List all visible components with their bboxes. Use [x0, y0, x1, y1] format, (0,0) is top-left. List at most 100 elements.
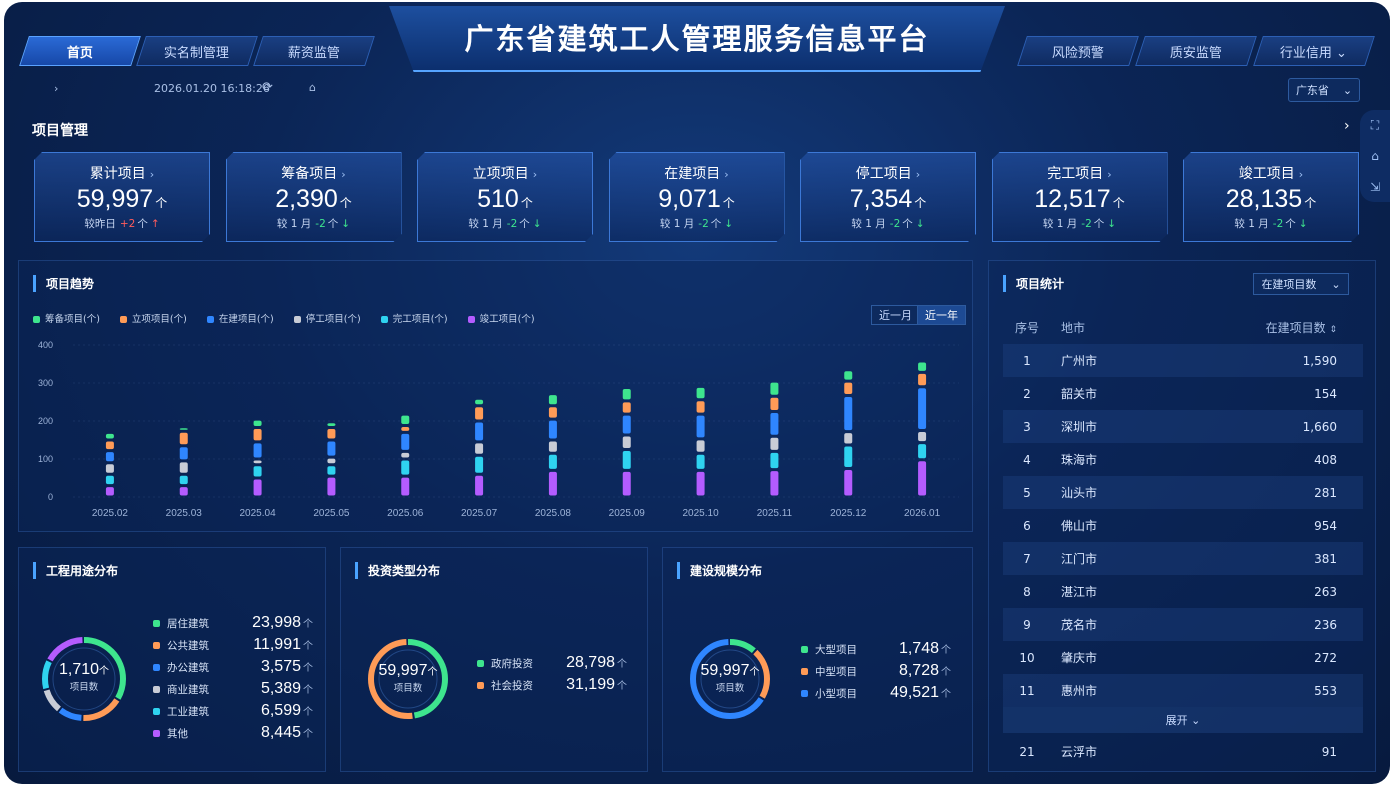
- bar-segment[interactable]: [327, 458, 336, 464]
- range-month-button[interactable]: 近一月: [871, 305, 920, 325]
- bar-segment[interactable]: [253, 443, 262, 458]
- bar-segment[interactable]: [548, 420, 557, 439]
- table-row[interactable]: 9 茂名市 236: [1003, 608, 1363, 641]
- stat-card[interactable]: 完工项目 › 12,517 个较 1 月 -2 个 ↓: [992, 152, 1168, 242]
- table-row[interactable]: 5 汕头市 281: [1003, 476, 1363, 509]
- bar-segment[interactable]: [844, 371, 853, 380]
- bar-segment[interactable]: [770, 437, 779, 450]
- bar-segment[interactable]: [548, 454, 557, 469]
- bar-segment[interactable]: [105, 452, 114, 462]
- bar-segment[interactable]: [401, 460, 410, 475]
- refresh-icon[interactable]: ⟳: [262, 80, 273, 95]
- bar-segment[interactable]: [179, 475, 188, 485]
- bar-segment[interactable]: [253, 428, 262, 441]
- bar-segment[interactable]: [327, 428, 336, 439]
- bar-segment[interactable]: [327, 477, 336, 496]
- bar-segment[interactable]: [401, 452, 410, 458]
- bar-segment[interactable]: [770, 382, 779, 395]
- table-row[interactable]: 10 肇庆市 272: [1003, 641, 1363, 674]
- bar-segment[interactable]: [918, 388, 927, 429]
- stat-card[interactable]: 筹备项目 › 2,390 个较 1 月 -2 个 ↓: [226, 152, 402, 242]
- table-row[interactable]: 6 佛山市 954: [1003, 509, 1363, 542]
- bar-segment[interactable]: [770, 452, 779, 469]
- bar-segment[interactable]: [696, 401, 705, 413]
- bar-segment[interactable]: [918, 461, 927, 496]
- bar-segment[interactable]: [918, 432, 927, 442]
- bar-segment[interactable]: [401, 477, 410, 496]
- bar-segment[interactable]: [844, 397, 853, 431]
- table-row[interactable]: 3 深圳市 1,660: [1003, 410, 1363, 443]
- bar-segment[interactable]: [105, 475, 114, 485]
- bar-segment[interactable]: [844, 433, 853, 444]
- legend-item[interactable]: 完工项目(个): [380, 311, 448, 325]
- bar-segment[interactable]: [475, 456, 484, 473]
- tab-safety[interactable]: 质安监管: [1135, 36, 1257, 66]
- bar-segment[interactable]: [401, 427, 410, 431]
- bar-segment[interactable]: [622, 415, 631, 434]
- tab-risk[interactable]: 风险预警: [1017, 36, 1139, 66]
- bar-segment[interactable]: [548, 441, 557, 452]
- bar-segment[interactable]: [179, 462, 188, 473]
- legend-item[interactable]: 在建项目(个): [206, 311, 274, 325]
- bar-segment[interactable]: [253, 420, 262, 426]
- bar-segment[interactable]: [179, 428, 188, 430]
- metric-select[interactable]: 在建项目数 ⌄: [1253, 273, 1349, 295]
- stat-card[interactable]: 竣工项目 › 28,135 个较 1 月 -2 个 ↓: [1183, 152, 1359, 242]
- table-row[interactable]: 1 广州市 1,590: [1003, 344, 1363, 377]
- table-row[interactable]: 11 惠州市 553: [1003, 674, 1363, 707]
- bar-segment[interactable]: [770, 471, 779, 496]
- bar-segment[interactable]: [696, 471, 705, 496]
- bar-segment[interactable]: [475, 407, 484, 420]
- province-select[interactable]: 广东省 ⌄: [1288, 78, 1360, 102]
- bar-segment[interactable]: [844, 470, 853, 496]
- chevron-right-icon[interactable]: ›: [54, 82, 59, 95]
- stat-card[interactable]: 停工项目 › 7,354 个较 1 月 -2 个 ↓: [800, 152, 976, 242]
- bar-segment[interactable]: [548, 471, 557, 496]
- bar-segment[interactable]: [105, 433, 114, 439]
- table-row[interactable]: 8 湛江市 263: [1003, 575, 1363, 608]
- bar-segment[interactable]: [475, 443, 484, 454]
- bar-segment[interactable]: [622, 471, 631, 496]
- stat-card[interactable]: 立项项目 › 510 个较 1 月 -2 个 ↓: [417, 152, 593, 242]
- stat-card[interactable]: 累计项目 › 59,997 个较昨日 +2 个 ↑: [34, 152, 210, 242]
- bar-segment[interactable]: [918, 362, 927, 371]
- bar-segment[interactable]: [696, 415, 705, 438]
- bar-segment[interactable]: [770, 397, 779, 410]
- bar-segment[interactable]: [327, 441, 336, 456]
- bar-segment[interactable]: [475, 422, 484, 441]
- bar-segment[interactable]: [253, 466, 262, 477]
- home-icon[interactable]: ⌂: [309, 81, 316, 94]
- bar-segment[interactable]: [548, 407, 557, 418]
- bar-segment[interactable]: [179, 432, 188, 445]
- stat-card[interactable]: 在建项目 › 9,071 个较 1 月 -2 个 ↓: [609, 152, 785, 242]
- table-row[interactable]: 4 珠海市 408: [1003, 443, 1363, 476]
- bar-segment[interactable]: [918, 373, 927, 386]
- table-row[interactable]: 21 云浮市 91: [1003, 735, 1363, 768]
- table-row[interactable]: 7 江门市 381: [1003, 542, 1363, 575]
- legend-item[interactable]: 停工项目(个): [293, 311, 361, 325]
- bar-segment[interactable]: [401, 433, 410, 450]
- fullscreen-icon[interactable]: ⛶: [1370, 118, 1380, 133]
- bar-segment[interactable]: [105, 464, 114, 473]
- bar-segment[interactable]: [622, 389, 631, 400]
- bar-segment[interactable]: [475, 475, 484, 496]
- col-count[interactable]: 在建项目数 ⇕: [1161, 319, 1363, 336]
- bar-segment[interactable]: [401, 415, 410, 425]
- bar-segment[interactable]: [253, 460, 262, 464]
- bar-segment[interactable]: [622, 451, 631, 469]
- bar-segment[interactable]: [696, 440, 705, 452]
- bar-segment[interactable]: [327, 466, 336, 475]
- bar-segment[interactable]: [253, 479, 262, 496]
- bar-segment[interactable]: [622, 436, 631, 448]
- tab-home[interactable]: 首页: [19, 36, 141, 66]
- legend-item[interactable]: 竣工项目(个): [467, 311, 535, 325]
- bar-segment[interactable]: [548, 395, 557, 405]
- bar-segment[interactable]: [844, 446, 853, 467]
- bar-segment[interactable]: [696, 387, 705, 399]
- range-year-button[interactable]: 近一年: [917, 305, 966, 325]
- bar-segment[interactable]: [475, 399, 484, 405]
- table-row[interactable]: 2 韶关市 154: [1003, 377, 1363, 410]
- expand-button[interactable]: 展开 ⌄: [1003, 707, 1363, 733]
- bar-segment[interactable]: [844, 382, 853, 395]
- home-icon[interactable]: ⌂: [1371, 149, 1379, 164]
